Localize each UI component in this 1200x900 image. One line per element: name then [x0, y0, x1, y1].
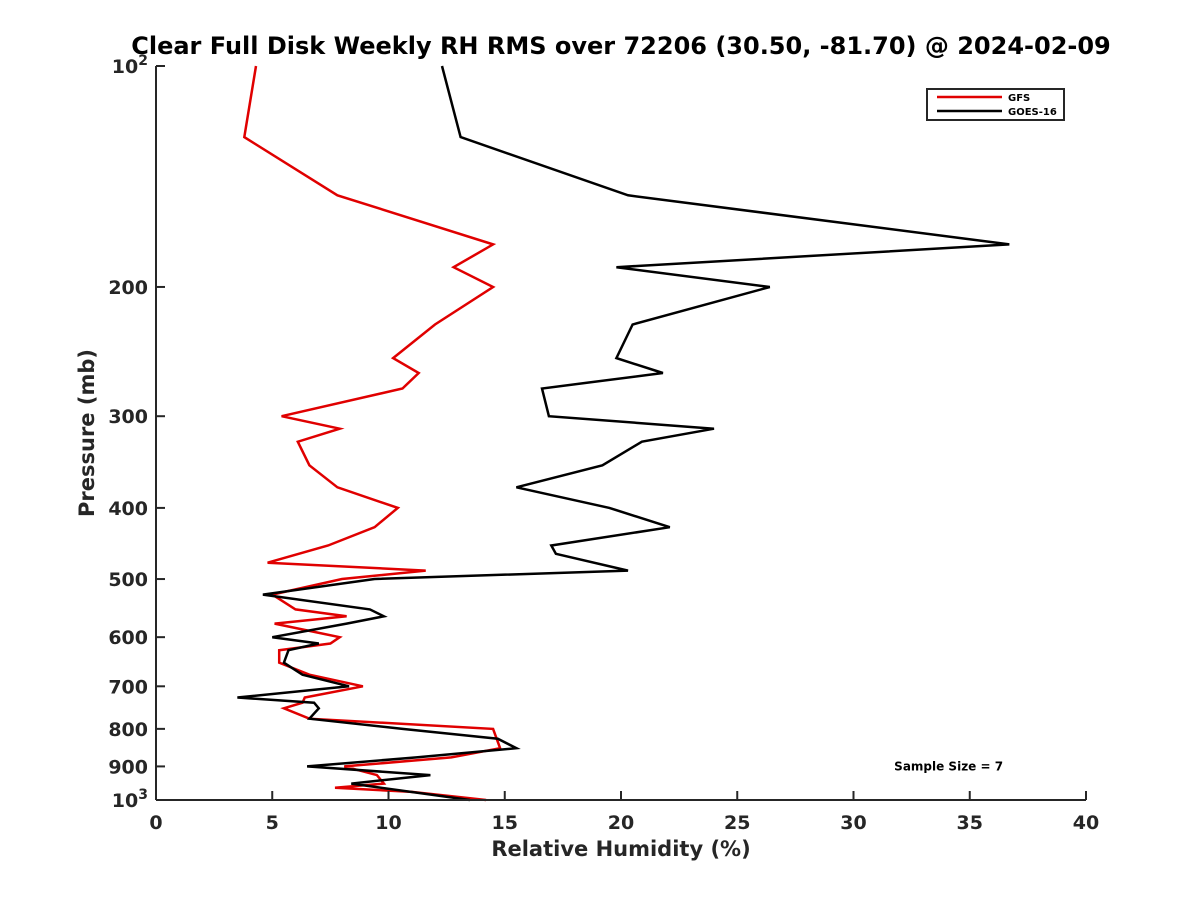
y-tick-label: 800: [108, 719, 148, 741]
x-tick-label: 30: [840, 812, 866, 834]
x-ticks: 0 5 10 15 20 25 30 35 40: [149, 791, 1099, 834]
y-tick-label: 900: [108, 756, 148, 778]
x-tick-label: 35: [957, 812, 983, 834]
series-line-gfs: [242, 65, 502, 802]
x-tick-label: 20: [608, 812, 634, 834]
y-tick-label: 200: [108, 277, 148, 299]
y-tick-label: 400: [108, 498, 148, 520]
x-tick-label: 0: [149, 812, 162, 834]
y-ticks: 102 200 300 400 500 600 700 800 900 103: [108, 53, 165, 812]
plot-lines: [237, 65, 1010, 802]
legend-label: GFS: [1008, 93, 1030, 104]
y-tick-label: 700: [108, 676, 148, 698]
x-tick-label: 10: [375, 812, 401, 834]
y-tick-label: 103: [112, 787, 148, 812]
y-tick-label: 300: [108, 406, 148, 428]
axes: [155, 66, 1086, 801]
x-tick-label: 40: [1073, 812, 1099, 834]
legend-box: [926, 88, 1065, 121]
x-tick-label: 5: [266, 812, 279, 834]
y-axis-label: Pressure (mb): [75, 349, 99, 517]
series-line-goes-16: [237, 65, 1010, 802]
x-tick-label: 15: [492, 812, 518, 834]
x-axis-label: Relative Humidity (%): [491, 837, 750, 861]
annotations: Sample Size = 7: [894, 759, 1003, 773]
legend: GFS GOES-16: [926, 88, 1065, 121]
chart-title: Clear Full Disk Weekly RH RMS over 72206…: [131, 32, 1111, 60]
annotation-text: Sample Size = 7: [894, 759, 1003, 773]
x-tick-label: 25: [724, 812, 750, 834]
y-tick-label: 102: [112, 53, 148, 78]
legend-label: GOES-16: [1008, 107, 1057, 118]
y-tick-label: 600: [108, 627, 148, 649]
y-tick-label: 500: [108, 569, 148, 591]
